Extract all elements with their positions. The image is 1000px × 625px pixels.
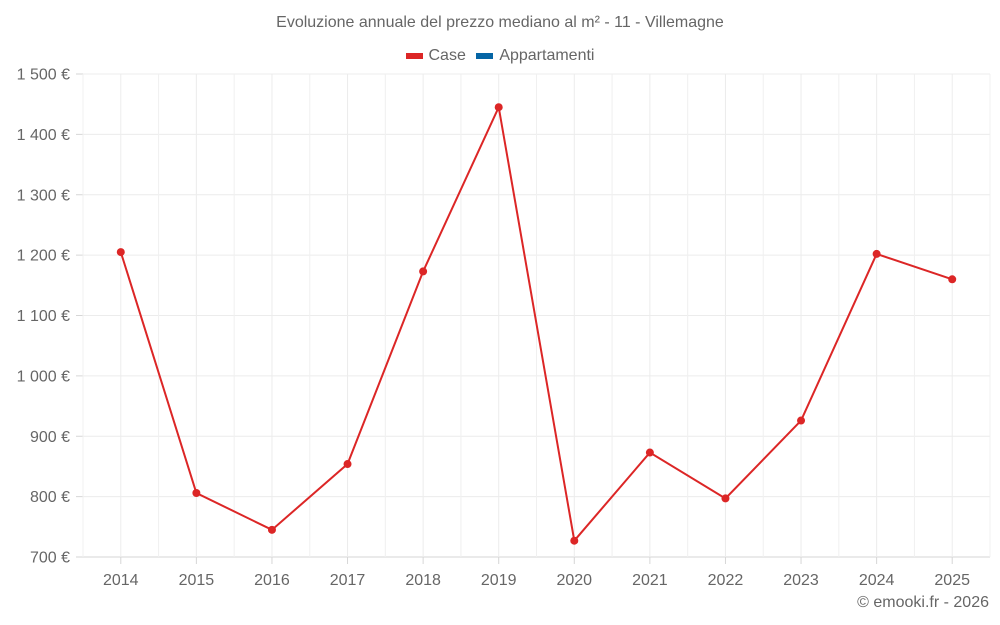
x-tick-label: 2020 xyxy=(556,572,592,589)
data-point[interactable] xyxy=(116,248,125,257)
x-tick-label: 2019 xyxy=(481,572,517,589)
legend: Case Appartamenti xyxy=(0,46,1000,65)
y-tick-label: 800 € xyxy=(30,489,70,506)
legend-item-appartamenti[interactable]: Appartamenti xyxy=(476,47,594,65)
x-tick-label: 2025 xyxy=(934,572,970,589)
x-tick-label: 2017 xyxy=(330,572,366,589)
legend-label-case: Case xyxy=(428,47,466,64)
legend-item-case[interactable]: Case xyxy=(405,47,466,65)
grid xyxy=(76,73,991,564)
x-tick-label: 2022 xyxy=(708,572,744,589)
y-tick-label: 700 € xyxy=(30,550,70,567)
data-point[interactable] xyxy=(872,249,881,258)
x-tick-label: 2023 xyxy=(783,572,819,589)
data-point[interactable] xyxy=(419,267,428,276)
y-tick-label: 1 500 € xyxy=(17,67,70,84)
copyright-footer: © emooki.fr - 2026 xyxy=(857,594,989,611)
x-tick-label: 2015 xyxy=(179,572,215,589)
x-tick-label: 2016 xyxy=(254,572,290,589)
y-tick-label: 1 000 € xyxy=(17,368,70,385)
y-tick-label: 1 200 € xyxy=(17,248,70,265)
x-tick-label: 2021 xyxy=(632,572,668,589)
x-tick-label: 2024 xyxy=(859,572,895,589)
legend-swatch-case xyxy=(405,53,423,59)
chart-title: Evoluzione annuale del prezzo mediano al… xyxy=(276,14,724,31)
y-tick-label: 1 300 € xyxy=(17,187,70,204)
y-tick-label: 1 400 € xyxy=(17,127,70,144)
data-point[interactable] xyxy=(797,416,806,425)
y-tick-label: 1 100 € xyxy=(17,308,70,325)
x-tick-label: 2018 xyxy=(405,572,441,589)
data-point[interactable] xyxy=(192,489,201,498)
legend-label-appartamenti: Appartamenti xyxy=(499,47,595,64)
y-tick-label: 900 € xyxy=(30,429,70,446)
data-point[interactable] xyxy=(948,275,957,284)
data-point[interactable] xyxy=(267,525,276,534)
data-point[interactable] xyxy=(494,103,503,112)
x-tick-label: 2014 xyxy=(103,572,139,589)
series-line-case xyxy=(119,103,953,543)
legend-swatch-appartamenti xyxy=(476,53,494,59)
data-point[interactable] xyxy=(721,494,730,503)
data-point[interactable] xyxy=(343,460,352,469)
data-point[interactable] xyxy=(645,448,654,457)
data-point[interactable] xyxy=(570,536,579,545)
